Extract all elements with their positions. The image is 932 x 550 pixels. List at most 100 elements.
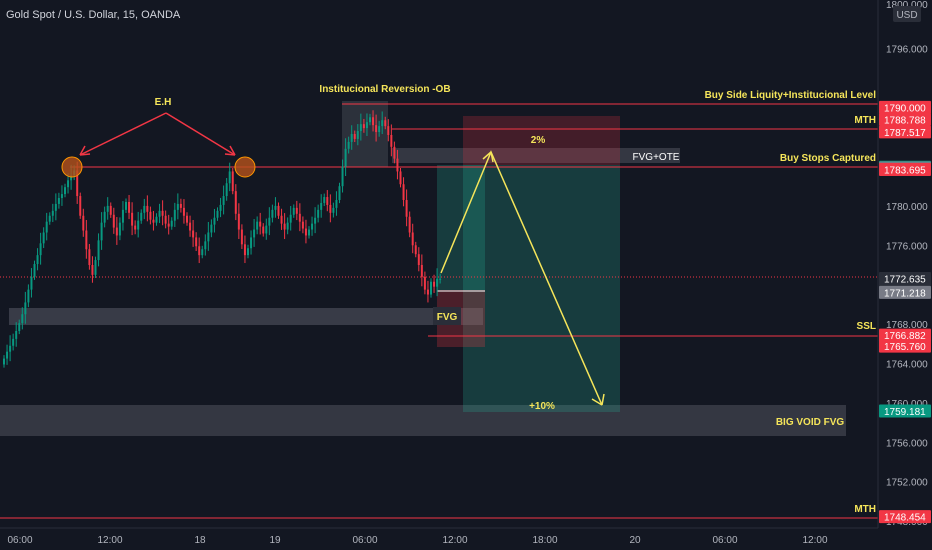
x-tick-label-5: 12:00 bbox=[442, 535, 467, 546]
candle-body bbox=[60, 194, 63, 199]
candle-body bbox=[420, 265, 423, 277]
candle-body bbox=[234, 191, 237, 214]
candle-body bbox=[173, 209, 176, 221]
candle-body bbox=[372, 117, 375, 126]
candle-body bbox=[350, 134, 353, 142]
currency-badge bbox=[893, 6, 921, 22]
candle-body bbox=[125, 201, 127, 210]
buy-stops-label: Buy Stops Captured bbox=[780, 153, 876, 164]
candle-body bbox=[262, 226, 265, 234]
price-axis[interactable]: 1800.000 USD 1796.000 1790.000 1780.000 177… bbox=[877, 0, 932, 550]
fvg-label: FVG bbox=[437, 312, 458, 323]
candle-body bbox=[292, 207, 295, 215]
candle-body bbox=[27, 289, 30, 303]
candle-body bbox=[161, 210, 164, 216]
candle-body bbox=[207, 232, 210, 242]
fvg-zone bbox=[9, 308, 483, 325]
candle-body bbox=[365, 122, 368, 129]
candle-body bbox=[64, 187, 66, 195]
candle-body bbox=[381, 120, 384, 127]
y-tick-label-8: 1752.000 bbox=[886, 478, 928, 489]
y-tick-label-6: 1760.000 bbox=[886, 399, 928, 410]
candle-body bbox=[436, 278, 439, 287]
price-tag-bg-9 bbox=[879, 339, 931, 353]
candle-body bbox=[280, 215, 283, 224]
order-block-zone bbox=[342, 101, 388, 167]
y-tick-label-5: 1764.000 bbox=[886, 359, 928, 370]
candle-body bbox=[256, 221, 259, 230]
candle-body bbox=[33, 264, 36, 277]
candle-body bbox=[146, 205, 149, 212]
candle-body bbox=[204, 241, 207, 250]
price-tag-5: 1783.695 bbox=[884, 166, 926, 177]
candle-body bbox=[250, 237, 253, 249]
candle-body bbox=[210, 224, 213, 233]
candle-body bbox=[411, 232, 414, 246]
candle-body bbox=[277, 205, 280, 216]
price-tag-11: 1748.454 bbox=[884, 513, 926, 524]
candle-body bbox=[240, 229, 243, 245]
candle-body bbox=[225, 183, 228, 197]
equal-highs-group bbox=[61, 112, 256, 178]
candle-body bbox=[320, 202, 323, 210]
time-axis[interactable]: 06:00 12:00 18 19 06:00 12:00 18:00 20 06:00 12:0… bbox=[0, 527, 878, 550]
candle-body bbox=[9, 345, 12, 352]
y-tick-label-2: 1780.000 bbox=[886, 202, 928, 213]
candle-body bbox=[347, 141, 350, 149]
candle-body bbox=[338, 186, 341, 200]
candle-body bbox=[85, 230, 88, 250]
candle-body bbox=[341, 166, 344, 187]
pct-2-label: 2% bbox=[531, 135, 546, 146]
pct-10-label: +10% bbox=[529, 401, 555, 412]
candle-body bbox=[396, 158, 399, 172]
candle-body bbox=[408, 216, 411, 233]
annotations-layer: E.H Institucional Reversion -OB Buy Side… bbox=[155, 84, 877, 515]
candle-body bbox=[228, 171, 231, 184]
candle-body bbox=[164, 215, 167, 224]
candle-body bbox=[247, 248, 249, 256]
price-tag-bg-7 bbox=[879, 285, 931, 299]
candle-body bbox=[15, 330, 18, 339]
candle-body bbox=[335, 199, 338, 208]
candle-body bbox=[378, 126, 381, 133]
candle-body bbox=[265, 225, 268, 234]
candle-body bbox=[88, 249, 91, 265]
big-void-zone bbox=[0, 405, 846, 436]
projection-path bbox=[440, 150, 605, 406]
candles-layer bbox=[3, 110, 442, 368]
mth-top-label: MTH bbox=[854, 115, 876, 126]
candle-body bbox=[18, 323, 21, 331]
price-tag-bg-10 bbox=[879, 404, 931, 418]
candle-body bbox=[390, 134, 393, 147]
candle-body bbox=[198, 246, 201, 256]
price-tag-8: 1766.882 bbox=[884, 331, 926, 342]
eh-arrow-left-line bbox=[79, 112, 167, 156]
candle-body bbox=[186, 215, 188, 223]
candle-body bbox=[268, 217, 271, 226]
candle-body bbox=[332, 207, 335, 213]
x-tick-label-6: 18:00 bbox=[532, 535, 557, 546]
candle-body bbox=[393, 146, 396, 159]
candle-body bbox=[176, 203, 179, 210]
candle-body bbox=[76, 170, 79, 197]
candle-body bbox=[158, 210, 161, 217]
price-tag-bg-8 bbox=[879, 328, 931, 342]
price-tag-7: 1771.218 bbox=[884, 288, 926, 299]
ssl-label: SSL bbox=[857, 321, 876, 332]
candle-body bbox=[219, 204, 222, 211]
fvg-label-bg bbox=[433, 307, 461, 325]
price-tag-bg-5 bbox=[879, 163, 931, 177]
time-axis-bg bbox=[0, 528, 878, 550]
y-tick-label-7: 1756.000 bbox=[886, 438, 928, 449]
x-tick-label-8: 06:00 bbox=[712, 535, 737, 546]
candle-body bbox=[195, 237, 198, 247]
candle-body bbox=[298, 213, 301, 222]
equal-high-marker-right bbox=[234, 156, 256, 178]
price-tag-1: 1788.788 bbox=[884, 115, 926, 126]
candle-body bbox=[323, 197, 326, 203]
price-tag-9: 1765.760 bbox=[884, 342, 926, 353]
candle-body bbox=[289, 214, 292, 223]
y-top-label: 1800.000 bbox=[886, 0, 928, 11]
